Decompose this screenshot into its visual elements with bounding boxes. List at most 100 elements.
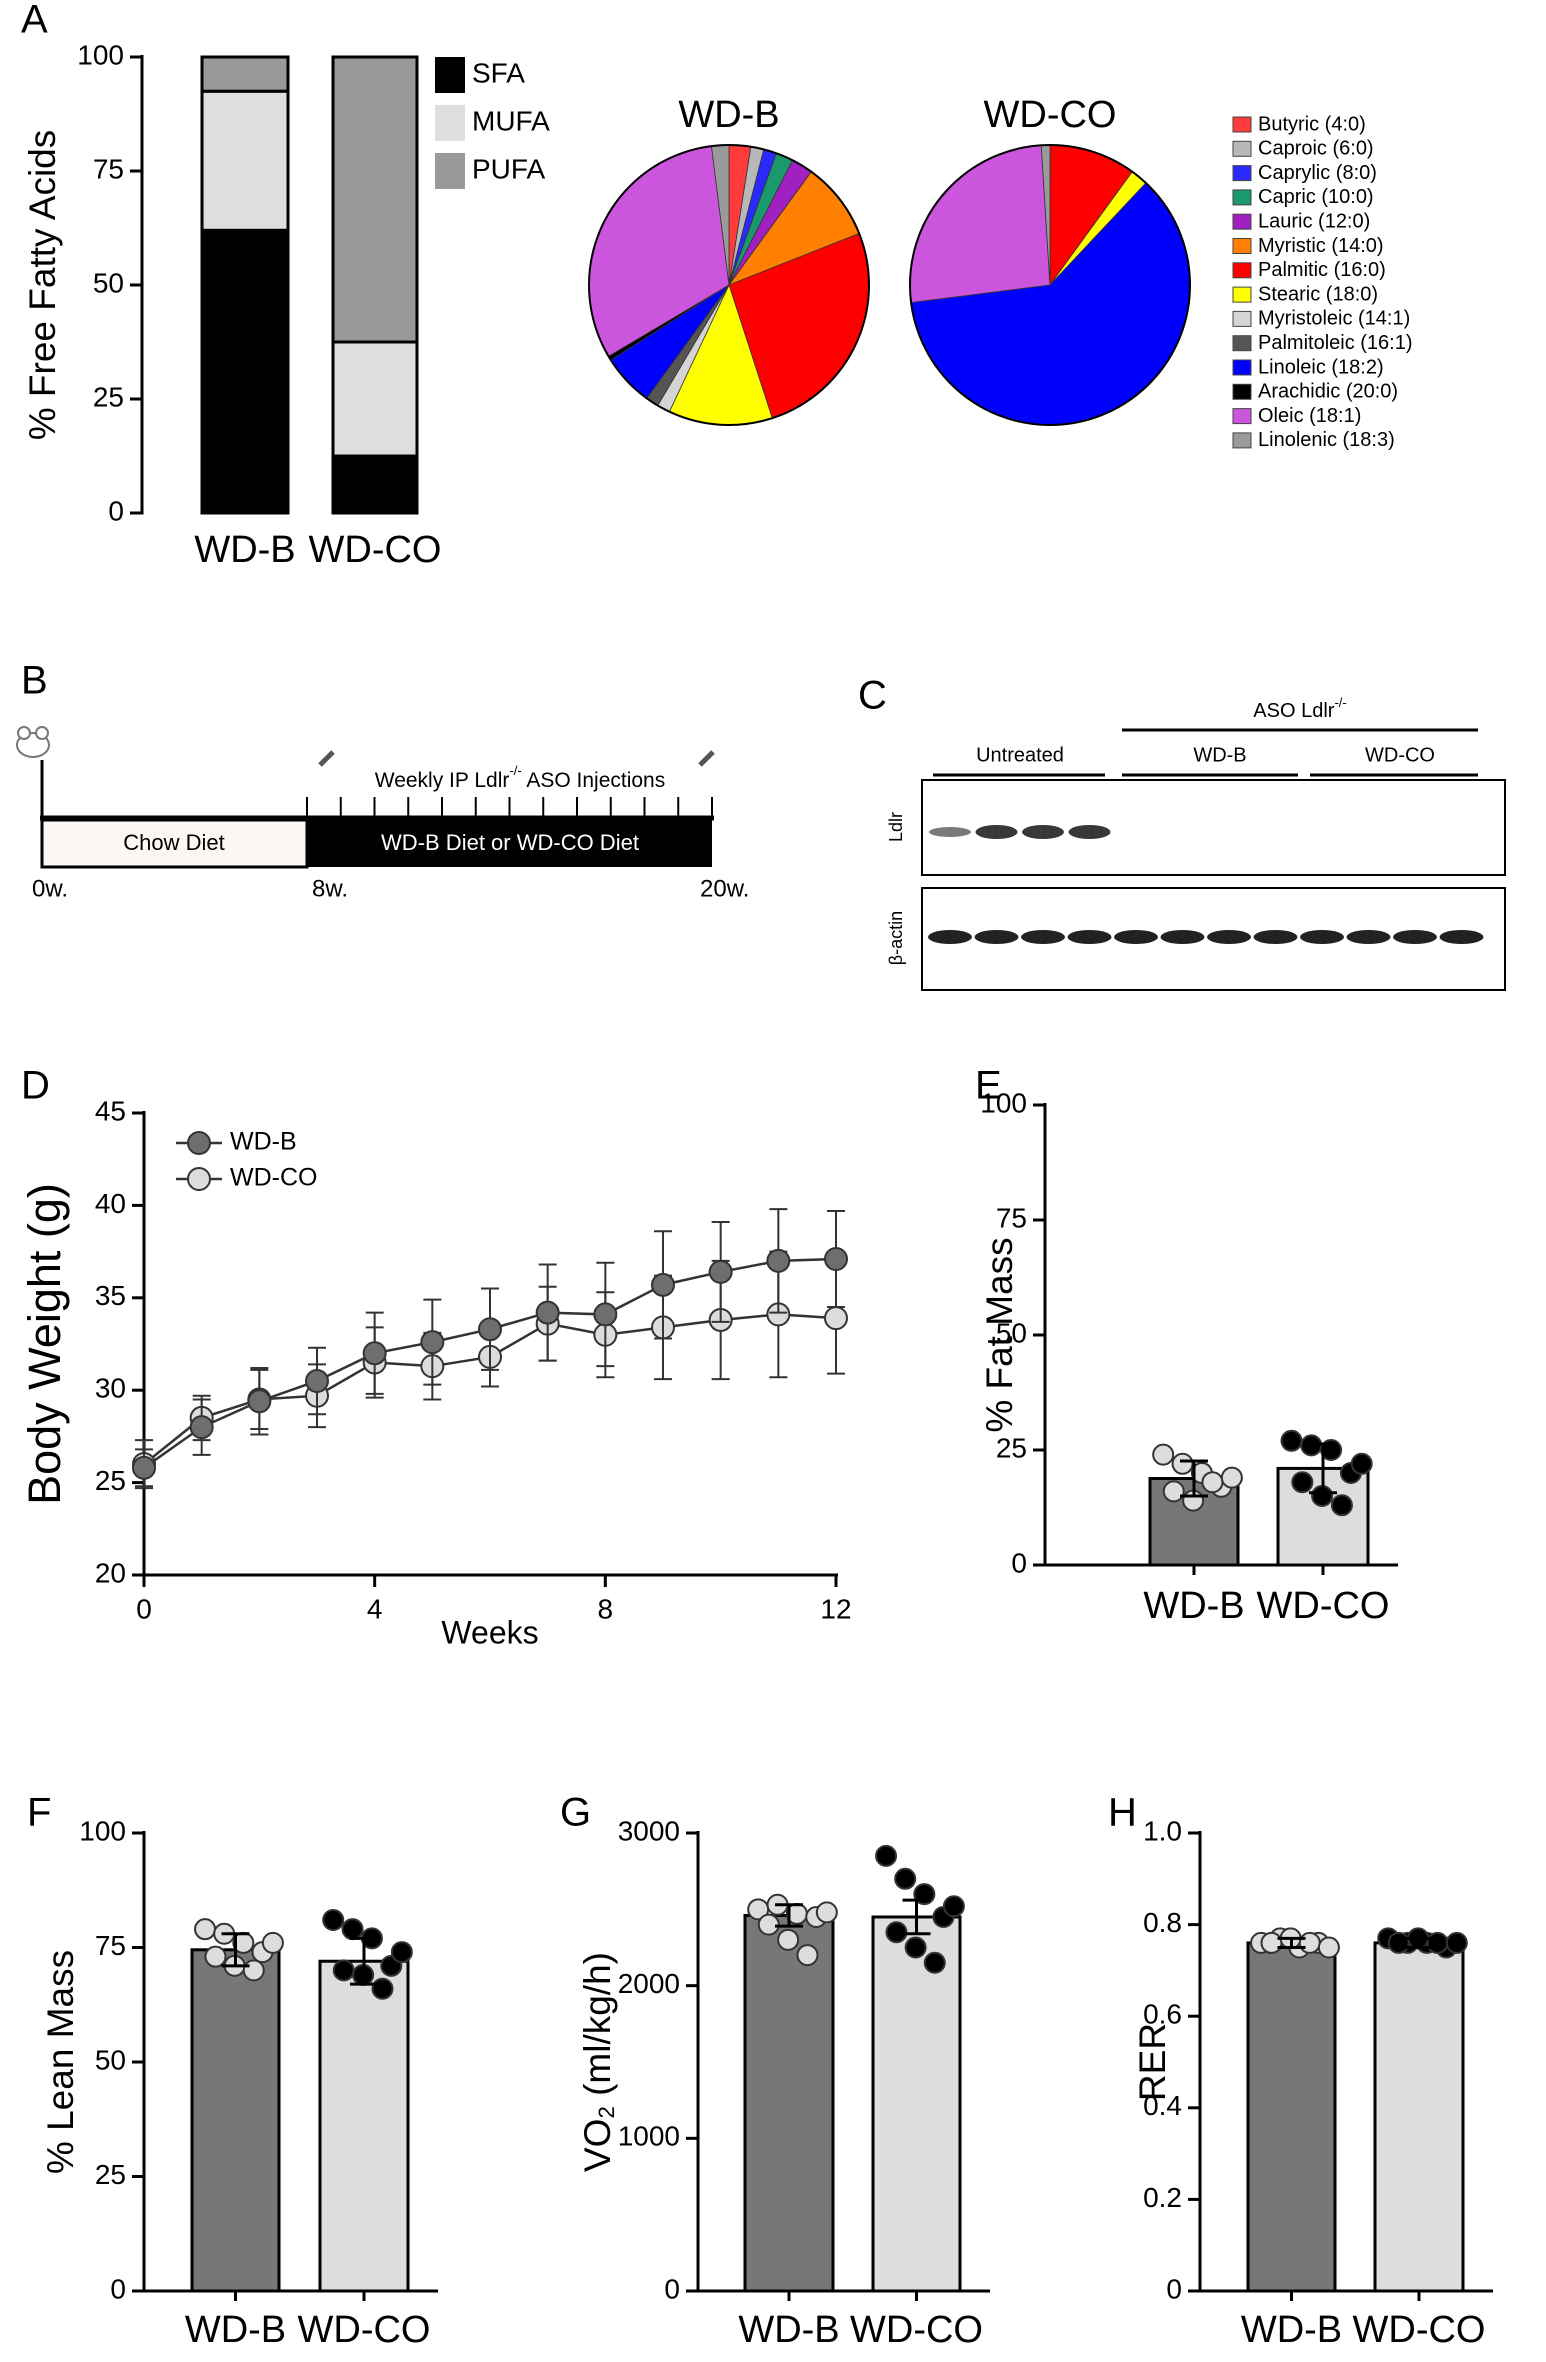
legend-label: Myristoleic (14:1)	[1258, 308, 1410, 330]
panel-label: F	[27, 1791, 51, 1835]
panel-label: D	[21, 1064, 50, 1108]
legend-swatch	[1232, 286, 1252, 303]
data-point	[242, 1959, 265, 1982]
y-tick-label: 30	[95, 1373, 126, 1404]
band	[974, 930, 1019, 944]
marker	[132, 1455, 156, 1480]
bar-segment	[331, 55, 419, 344]
x-tick-label: 0	[136, 1593, 152, 1624]
legend-label: MUFA	[472, 105, 550, 136]
chow-bar	[40, 818, 309, 869]
timeline-phase: WD-B Diet or WD-CO Diet	[381, 830, 639, 855]
marker	[362, 1341, 387, 1366]
bar-segment	[200, 89, 290, 232]
data-point	[204, 1945, 227, 1968]
legend-label: PUFA	[472, 153, 545, 184]
marker	[247, 1389, 272, 1414]
marker	[305, 1368, 329, 1393]
y-tick-label: 35	[95, 1280, 126, 1311]
data-point	[390, 1941, 413, 1964]
x-tick-label: 4	[367, 1593, 383, 1624]
legend-swatch	[1232, 213, 1252, 230]
y-tick-label: 50	[95, 2044, 126, 2075]
data-point	[1171, 1452, 1194, 1475]
y-tick-label: 100	[79, 1815, 126, 1846]
error-bar	[1277, 1936, 1306, 1949]
x-tick-label: 8	[598, 1593, 614, 1624]
pie-outline	[588, 144, 870, 426]
data-point	[942, 1895, 965, 1918]
y-axis-label: Body Weight (g)	[19, 1183, 70, 1505]
data-point	[371, 1977, 394, 2000]
data-point	[341, 1918, 364, 1941]
band	[1253, 930, 1298, 944]
y-axis-label: VO2 (ml/kg/h)	[577, 1952, 619, 2172]
y-tick-label: 0	[108, 495, 124, 526]
legend-swatch	[1232, 189, 1252, 206]
legend-label: Palmitoleic (16:1)	[1258, 332, 1413, 354]
diet-bar	[307, 820, 712, 867]
western-blot: ASO Ldlr-/- Untreated WD-B WD-CO Ldlr β-…	[886, 695, 1506, 991]
pie-title: WD-B	[678, 94, 779, 136]
error-bar	[221, 1932, 250, 1968]
legend-swatch	[1232, 262, 1252, 279]
text: ASO Injections	[522, 769, 666, 792]
legend-swatch	[1232, 408, 1252, 425]
y-tick-label: 0.4	[1143, 2090, 1182, 2121]
band	[1393, 930, 1437, 944]
panel-label: B	[21, 659, 48, 703]
legend-label: Oleic (18:1)	[1258, 405, 1361, 427]
error-bar	[902, 1898, 931, 1936]
y-tick-label: 3000	[618, 1815, 680, 1846]
legend-label: Caproic (6:0)	[1258, 138, 1374, 160]
panel-label: C	[858, 674, 887, 718]
y-axis-label: % Free Fatty Acids	[22, 130, 63, 441]
legend-label: Butyric (4:0)	[1258, 113, 1366, 135]
y-tick-label: 100	[77, 39, 124, 70]
x-tick-label: WD-CO	[1257, 1585, 1390, 1627]
pie-outline	[909, 144, 1191, 426]
data-point	[904, 1936, 927, 1959]
data-point	[332, 1959, 355, 1982]
y-tick-label: 0	[1166, 2273, 1182, 2304]
bar	[743, 1913, 835, 2293]
band	[928, 930, 972, 944]
superscript: -/-	[509, 763, 521, 778]
band	[1114, 930, 1158, 944]
y-tick-label: 0	[110, 2273, 126, 2304]
marker	[478, 1317, 502, 1342]
data-point	[815, 1901, 838, 1924]
data-point	[1330, 1494, 1353, 1517]
time-label: 8w.	[312, 875, 348, 902]
marker	[824, 1306, 848, 1331]
data-point	[885, 1921, 908, 1944]
y-tick-label: 75	[996, 1202, 1027, 1233]
data-point	[1260, 1931, 1283, 1954]
marker	[535, 1300, 560, 1325]
data-point	[194, 1918, 217, 1941]
data-point	[1280, 1429, 1303, 1452]
y-tick-label: 1000	[618, 2121, 680, 2152]
band	[1067, 930, 1112, 944]
x-tick-label: WD-B	[194, 529, 295, 571]
y-tick-label: 40	[95, 1188, 126, 1219]
group-label: WD-B	[1193, 744, 1246, 766]
y-tick-label: 1.0	[1143, 1815, 1182, 1846]
legend-label: Lauric (12:0)	[1258, 210, 1370, 232]
legend-swatch	[435, 153, 465, 189]
marker	[708, 1259, 733, 1284]
bar	[1246, 1941, 1337, 2293]
band	[929, 827, 971, 837]
x-tick-label: WD-CO	[1353, 2309, 1486, 2351]
legend-swatch	[435, 105, 465, 141]
mouse-icon	[35, 726, 49, 740]
legend-label: Capric (10:0)	[1258, 186, 1374, 208]
panel-label: H	[1108, 1791, 1137, 1835]
legend-label: Palmitic (16:0)	[1258, 259, 1386, 281]
y-tick-label: 25	[93, 381, 124, 412]
error-bar	[350, 1936, 378, 1986]
data-point	[777, 1928, 800, 1951]
y-axis-label: % Fat Mass	[979, 1237, 1020, 1432]
y-tick-label: 25	[95, 1465, 126, 1496]
